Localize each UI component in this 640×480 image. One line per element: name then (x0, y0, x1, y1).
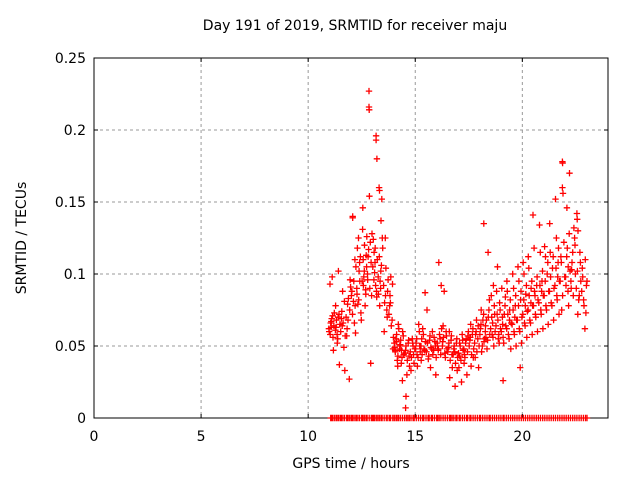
x-axis-label: GPS time / hours (292, 456, 409, 472)
x-tick-label: 15 (406, 429, 424, 445)
y-tick-label: 0.25 (55, 51, 86, 67)
x-tick-label: 20 (513, 429, 531, 445)
y-tick-label: 0.15 (55, 195, 86, 211)
x-tick-label: 0 (90, 429, 99, 445)
y-tick-label: 0.2 (64, 123, 86, 139)
x-tick-labels: 0 5 10 15 20 (90, 429, 532, 445)
data-points (325, 87, 591, 422)
y-tick-label: 0 (77, 411, 86, 427)
x-tick-label: 10 (299, 429, 317, 445)
x-tick-label: 5 (197, 429, 206, 445)
chart-title: Day 191 of 2019, SRMTID for receiver maj… (203, 18, 507, 34)
scatter-plus-markers (325, 87, 591, 422)
y-tick-labels: 0 0.05 0.1 0.15 0.2 0.25 (55, 51, 86, 427)
y-tick-label: 0.1 (64, 267, 86, 283)
axis-ticks (93, 57, 608, 419)
y-tick-label: 0.05 (55, 339, 86, 355)
y-axis-label: SRMTID / TECUs (14, 182, 30, 295)
